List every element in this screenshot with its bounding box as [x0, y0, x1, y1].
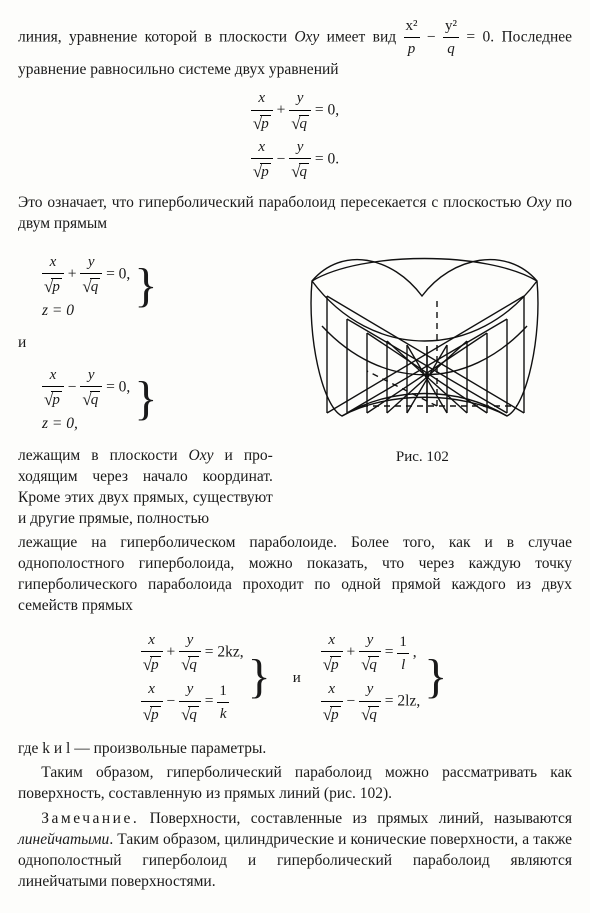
family-k: x√p + y√q = 2kz, x√p − y√q = 1k }	[141, 627, 273, 728]
figure-row: x√p + y√q = 0, z = 0 } и x√p − y√q	[18, 241, 572, 534]
frac-x2-p: x²p	[404, 16, 420, 60]
para-3: лежащим в плоскости Oxy и про­ходящим че…	[18, 446, 273, 530]
eq0: = 0.	[466, 28, 494, 45]
ruling-families: x√p + y√q = 2kz, x√p − y√q = 1k } и x√p …	[18, 627, 572, 728]
t: имеет вид	[319, 28, 403, 45]
connector-i-2: и	[293, 668, 301, 688]
right-brace-icon: }	[130, 379, 159, 420]
figure-caption: Рис. 102	[273, 447, 572, 467]
frac-y2-q: y²q	[443, 16, 459, 60]
right-brace-icon: }	[130, 266, 159, 307]
eq-system-1: x√p + y√q = 0, x√p − y√q = 0.	[18, 88, 572, 182]
plane-oxy: Oxy	[294, 28, 319, 45]
family-l: x√p + y√q = 1l , x√p − y√q = 2lz, }	[321, 627, 450, 728]
para-4: лежащие на гиперболическом параболоиде. …	[18, 533, 572, 617]
right-brace-icon: }	[420, 657, 449, 698]
para-7: Замечание. Поверхности, составленные из …	[18, 809, 572, 893]
para-2: Это означает, что гиперболический парабо…	[18, 193, 572, 235]
para-1: линия, уравнение которой в плоскости Oxy…	[18, 16, 572, 80]
para-6: Таким образом, гиперболический параболои…	[18, 763, 572, 805]
figure-102: Рис. 102	[273, 241, 572, 467]
para-5: где k и l — произвольные параметры.	[18, 739, 572, 760]
right-brace-icon: }	[244, 657, 273, 698]
remark-label: Замечание.	[41, 810, 139, 827]
system-minus: x√p − y√q = 0, z = 0, }	[42, 362, 159, 438]
term-linejchatye: линейчатыми	[18, 831, 109, 848]
left-column: x√p + y√q = 0, z = 0 } и x√p − y√q	[18, 241, 273, 534]
t: линия, уравнение которой в плоскости	[18, 28, 294, 45]
minus: −	[427, 28, 443, 45]
hyperbolic-paraboloid-icon	[292, 241, 552, 441]
system-plus: x√p + y√q = 0, z = 0 }	[42, 249, 159, 325]
connector-i: и	[18, 333, 273, 354]
